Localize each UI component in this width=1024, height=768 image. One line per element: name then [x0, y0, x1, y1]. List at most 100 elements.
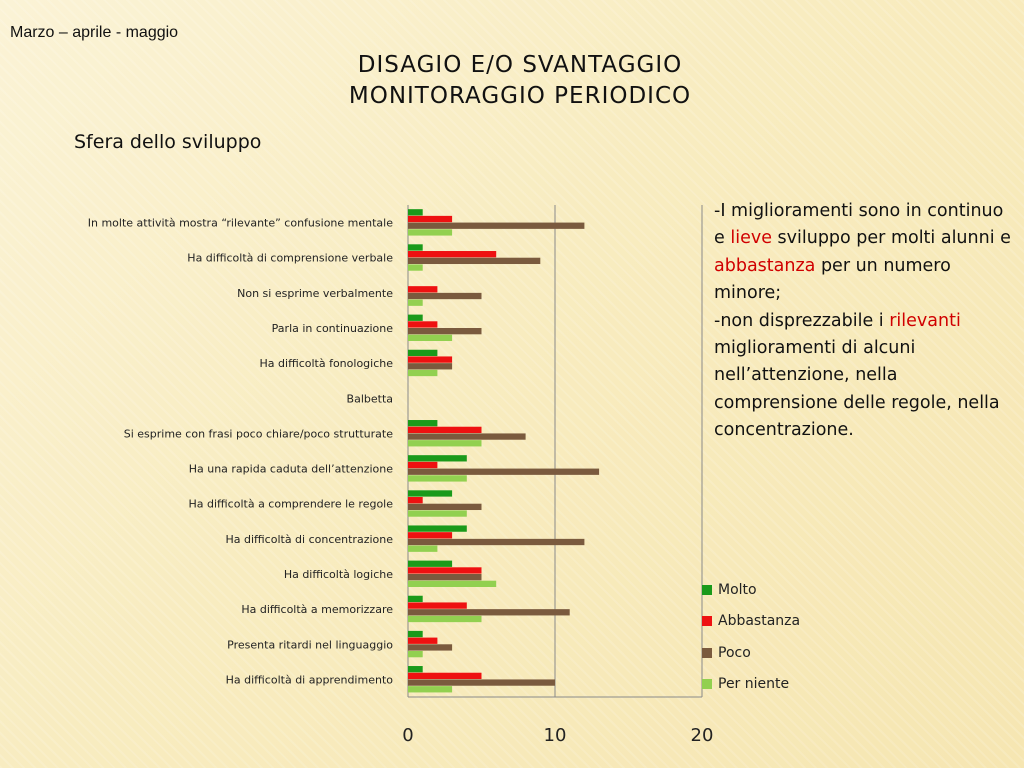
legend-swatch — [702, 584, 712, 595]
bar-per-niente — [408, 580, 497, 587]
x-tick-label: 0 — [402, 725, 413, 746]
bar-poco — [408, 292, 482, 300]
bar-abbastanza — [408, 286, 438, 293]
note-part-1: -I miglioramenti sono in continuo e — [714, 201, 1004, 249]
commentary-text: -I miglioramenti sono in continuo e liev… — [714, 198, 1014, 445]
category-label: Non si esprime verbalmente — [237, 287, 393, 300]
category-label: In molte attività mostra “rilevante” con… — [88, 217, 393, 230]
legend-label: Molto — [718, 581, 757, 598]
category-label: Ha difficoltà logiche — [284, 568, 393, 581]
bar-poco — [408, 644, 453, 651]
bar-poco — [408, 679, 555, 686]
section-subtitle: Sfera dello sviluppo — [74, 131, 262, 153]
bar-poco — [408, 609, 570, 616]
chart-legend: Molto Abbastanza Poco Per niente — [702, 574, 800, 700]
bar-molto — [408, 420, 438, 427]
bar-per-niente — [408, 615, 482, 623]
bar-abbastanza — [408, 532, 453, 539]
bar-abbastanza — [408, 215, 453, 223]
date-label: Marzo – aprile - maggio — [10, 24, 179, 41]
bar-abbastanza — [408, 356, 453, 363]
bar-molto — [408, 525, 467, 532]
category-label: Si esprime con frasi poco chiare/poco st… — [124, 427, 393, 440]
bar-poco — [408, 257, 541, 265]
category-label: Presenta ritardi nel linguaggio — [227, 638, 393, 651]
bar-molto — [408, 630, 423, 638]
bar-molto — [408, 455, 467, 462]
category-label: Balbetta — [347, 392, 393, 405]
bar-molto — [408, 349, 438, 357]
bar-poco — [408, 328, 482, 335]
category-label: Ha una rapida caduta dell’attenzione — [189, 463, 394, 476]
bar-molto — [408, 595, 423, 603]
bar-abbastanza — [408, 637, 438, 644]
category-label: Ha difficoltà di comprensione verbale — [187, 252, 393, 265]
bar-per-niente — [408, 264, 423, 271]
legend-swatch — [702, 616, 712, 627]
bar-abbastanza — [408, 672, 482, 680]
category-labels: In molte attività mostra “rilevante” con… — [88, 217, 394, 687]
x-axis-ticks: 0 10 20 — [402, 725, 713, 746]
legend-item: Molto — [702, 574, 800, 606]
bar-per-niente — [408, 369, 438, 377]
title-line-2: monitoraggio periodico — [348, 83, 692, 109]
bar-abbastanza — [408, 426, 482, 434]
category-label: Ha difficoltà di concentrazione — [225, 533, 393, 546]
category-label: Ha difficoltà a comprendere le regole — [189, 498, 394, 511]
category-label: Ha difficoltà a memorizzare — [241, 603, 393, 616]
bar-per-niente — [408, 475, 467, 482]
legend-label: Per niente — [718, 676, 790, 693]
title-line-1: Disagio e/o svantaggio — [357, 52, 683, 78]
legend-swatch — [702, 647, 712, 658]
bar-molto — [408, 666, 423, 673]
legend-item: Poco — [702, 637, 800, 669]
bar-poco — [408, 503, 482, 511]
note-part-3: per un numero minore; — [714, 255, 951, 304]
x-tick-label: 10 — [544, 725, 567, 746]
bar-abbastanza — [408, 461, 438, 469]
bar-per-niente — [408, 686, 453, 693]
bar-molto — [408, 314, 423, 321]
note-part-5: miglioramenti di alcuni nell’attenzione,… — [714, 338, 1000, 441]
note-highlight-lieve: lieve — [730, 228, 772, 249]
bar-per-niente — [408, 650, 423, 658]
note-highlight-abbastanza: abbastanza — [714, 255, 816, 276]
bar-abbastanza — [408, 602, 467, 609]
bar-poco — [408, 468, 600, 475]
bar-per-niente — [408, 510, 467, 517]
note-highlight-rilevanti: rilevanti — [889, 310, 961, 331]
bar-abbastanza — [408, 497, 423, 504]
category-label: Ha difficoltà di apprendimento — [226, 673, 394, 686]
bar-abbastanza — [408, 567, 482, 574]
page-title: Disagio e/o svantaggio monitoraggio peri… — [0, 50, 1024, 112]
legend-label: Abbastanza — [718, 613, 801, 630]
bar-poco — [408, 363, 453, 370]
category-label: Parla in continuazione — [272, 322, 394, 335]
note-part-2: sviluppo per molti alunni e — [771, 228, 1011, 249]
bar-molto — [408, 244, 423, 251]
chart-bars — [408, 209, 600, 693]
legend-label: Poco — [718, 644, 751, 661]
bar-per-niente — [408, 334, 453, 341]
bar-per-niente — [408, 545, 438, 552]
bar-abbastanza — [408, 321, 438, 328]
bar-poco — [408, 433, 526, 440]
bar-abbastanza — [408, 251, 497, 258]
bar-poco — [408, 222, 585, 229]
bar-molto — [408, 560, 453, 567]
category-label: Ha difficoltà fonologiche — [260, 357, 394, 370]
bar-poco — [408, 574, 482, 581]
bar-per-niente — [408, 299, 423, 306]
bar-per-niente — [408, 440, 482, 447]
legend-swatch — [702, 679, 712, 690]
legend-item: Abbastanza — [702, 606, 800, 638]
bar-poco — [408, 538, 585, 546]
bar-molto — [408, 209, 423, 216]
bar-per-niente — [408, 229, 453, 236]
x-tick-label: 20 — [691, 725, 714, 746]
note-part-4: -non disprezzabile i — [714, 310, 890, 331]
chart-gridlines — [407, 205, 703, 698]
legend-item: Per niente — [702, 669, 800, 701]
bar-molto — [408, 490, 453, 497]
